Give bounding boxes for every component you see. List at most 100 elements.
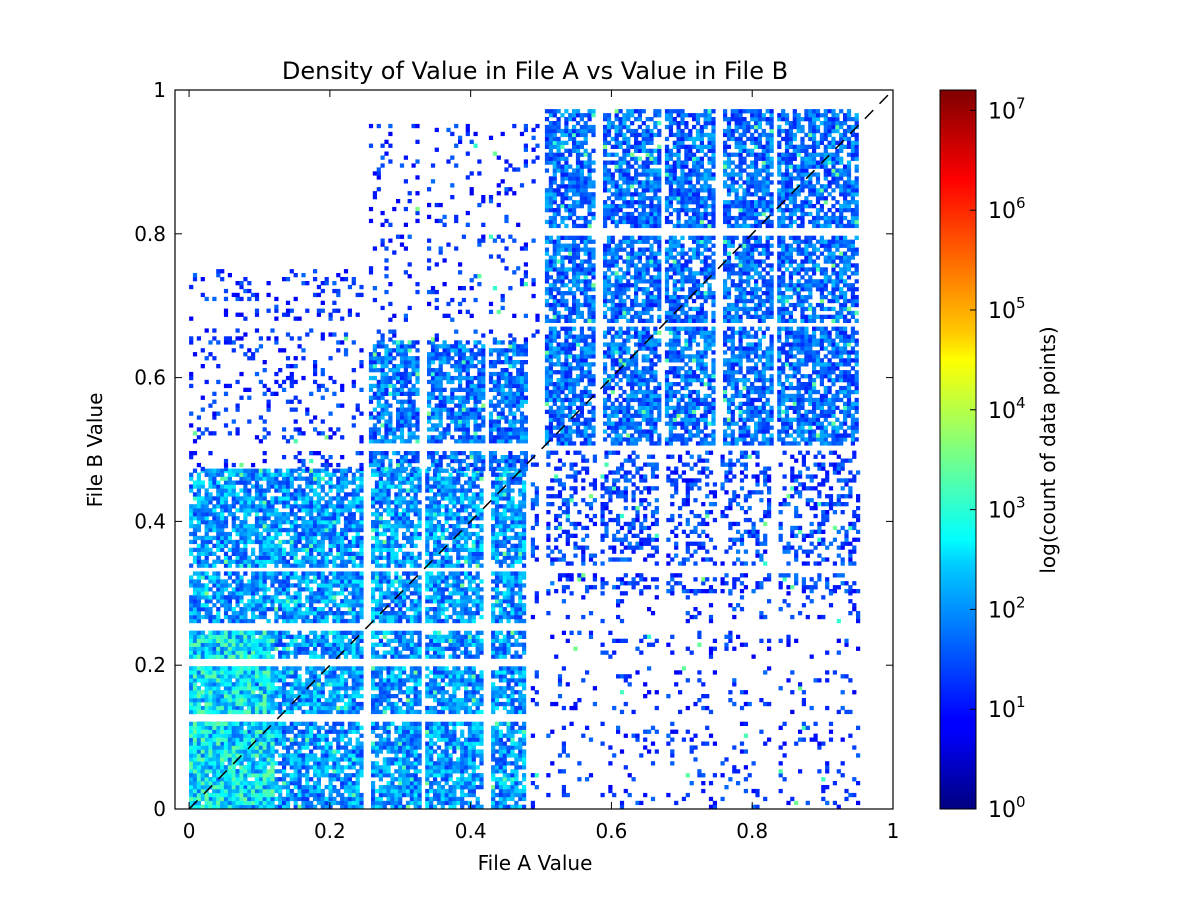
heat-cell-1424 xyxy=(278,777,283,782)
heat-cell-1269 xyxy=(266,618,271,624)
heat-cell-2874 xyxy=(371,524,376,529)
heat-cell-2635 xyxy=(351,725,356,730)
heat-cell-490 xyxy=(216,468,221,473)
heat-cell-1754 xyxy=(297,701,302,707)
heat-cell-598 xyxy=(223,559,229,564)
heat-cell-4212 xyxy=(456,500,461,505)
heat-cell-476 xyxy=(216,531,221,537)
heat-cell-3739 xyxy=(429,646,434,651)
heat-cell-4435 xyxy=(471,666,476,671)
heat-cell-383 xyxy=(212,690,217,695)
heat-cell-151 xyxy=(196,618,201,624)
heat-cell-3957 xyxy=(440,535,445,541)
heat-cell-1848 xyxy=(301,488,306,493)
heat-cell-2396 xyxy=(336,650,341,655)
heat-cell-4649 xyxy=(494,800,500,806)
heat-cell-890 xyxy=(243,630,248,635)
heat-cell-2631 xyxy=(351,753,356,758)
heat-cell-3798 xyxy=(433,654,438,659)
heat-cell-4330 xyxy=(464,527,469,533)
heat-cell-3532 xyxy=(413,725,418,730)
heat-cell-49 xyxy=(189,504,194,509)
heat-cell-292 xyxy=(204,535,209,541)
heat-cell-3555 xyxy=(413,599,418,604)
heat-cell-4066 xyxy=(448,599,453,604)
heat-cell-2144 xyxy=(320,654,325,659)
heat-cell-2425 xyxy=(336,500,341,505)
heat-cell-3515 xyxy=(413,792,418,798)
heat-cell-3998 xyxy=(444,646,449,651)
heat-cell-1985 xyxy=(313,804,318,809)
heat-cell-4234 xyxy=(460,745,465,750)
heat-cell-1270 xyxy=(266,607,271,612)
heat-cell-837 xyxy=(239,591,244,596)
heat-cell-3591 xyxy=(417,753,422,758)
heat-cell-3853 xyxy=(436,729,442,734)
heat-cell-1425 xyxy=(278,769,283,774)
heat-cell-4359 xyxy=(467,721,472,726)
heat-cell-1510 xyxy=(282,642,287,647)
heat-cell-4233 xyxy=(460,749,465,754)
heat-cell-2397 xyxy=(336,646,341,651)
heat-cell-3214 xyxy=(394,694,399,699)
heat-cell-917 xyxy=(243,496,248,501)
heat-cell-2174 xyxy=(320,520,325,525)
heat-cell-3089 xyxy=(386,698,391,703)
heat-cell-420 xyxy=(212,476,217,481)
heat-cell-3183 xyxy=(390,527,395,533)
heat-cell-858 xyxy=(239,480,244,485)
heat-cell-2143 xyxy=(320,666,325,671)
heat-cell-4979 xyxy=(514,753,519,758)
heat-cell-2636 xyxy=(351,721,356,726)
heat-cell-3247 xyxy=(394,520,399,525)
heat-cell-3451 xyxy=(409,785,414,790)
heat-cell-2449 xyxy=(340,721,345,726)
heat-cell-908 xyxy=(243,531,248,537)
heat-cell-4502 xyxy=(475,599,480,604)
heat-cell-2287 xyxy=(328,551,333,556)
heat-cell-3711 xyxy=(429,800,434,806)
heat-cell-4897 xyxy=(506,484,511,489)
heat-cell-3719 xyxy=(429,761,434,766)
heat-cell-1875 xyxy=(305,694,310,699)
heat-cell-2309 xyxy=(332,785,337,790)
heat-cell-1663 xyxy=(289,484,294,489)
heat-cell-2666 xyxy=(351,575,356,580)
heat-cell-4610 xyxy=(491,682,496,687)
heat-cell-3058 xyxy=(382,520,387,525)
heat-cell-2305 xyxy=(328,472,333,477)
heat-cell-3075 xyxy=(386,769,391,774)
heat-cell-1493 xyxy=(282,729,287,734)
heat-cell-1463 xyxy=(278,539,283,545)
heat-cell-3202 xyxy=(394,761,399,766)
heat-cell-4632 xyxy=(491,543,496,548)
heat-cell-2213 xyxy=(324,634,329,639)
heat-cell-3562 xyxy=(413,559,418,564)
heat-cell-1491 xyxy=(282,737,287,742)
heat-cell-4873 xyxy=(506,603,511,608)
heat-cell-2370 xyxy=(336,792,341,798)
heat-cell-1466 xyxy=(278,524,283,529)
heat-cell-1637 xyxy=(289,638,294,643)
heat-cell-2900 xyxy=(374,705,380,711)
heat-cell-2050 xyxy=(313,476,318,481)
heat-cell-2321 xyxy=(332,721,337,726)
heat-cell-3137 xyxy=(390,800,395,806)
heat-cell-4347 xyxy=(467,773,472,778)
heat-cell-1749 xyxy=(297,741,302,746)
heat-cell-2880 xyxy=(371,492,376,497)
heat-cell-2071 xyxy=(316,709,321,715)
heat-cell-4645 xyxy=(491,480,496,485)
heat-cell-4453 xyxy=(471,543,476,548)
heat-cell-3902 xyxy=(436,480,442,485)
heat-cell-1346 xyxy=(270,520,275,525)
heat-cell-2531 xyxy=(343,611,349,616)
heat-cell-1896 xyxy=(305,575,310,580)
heat-cell-1945 xyxy=(309,666,314,671)
heat-cell-2907 xyxy=(374,670,380,675)
heat-cell-1329 xyxy=(270,607,275,612)
heat-cell-723 xyxy=(231,547,236,552)
heat-cell-4202 xyxy=(456,543,461,548)
heat-cell-2124 xyxy=(320,773,325,778)
heat-cell-3737 xyxy=(429,670,434,675)
